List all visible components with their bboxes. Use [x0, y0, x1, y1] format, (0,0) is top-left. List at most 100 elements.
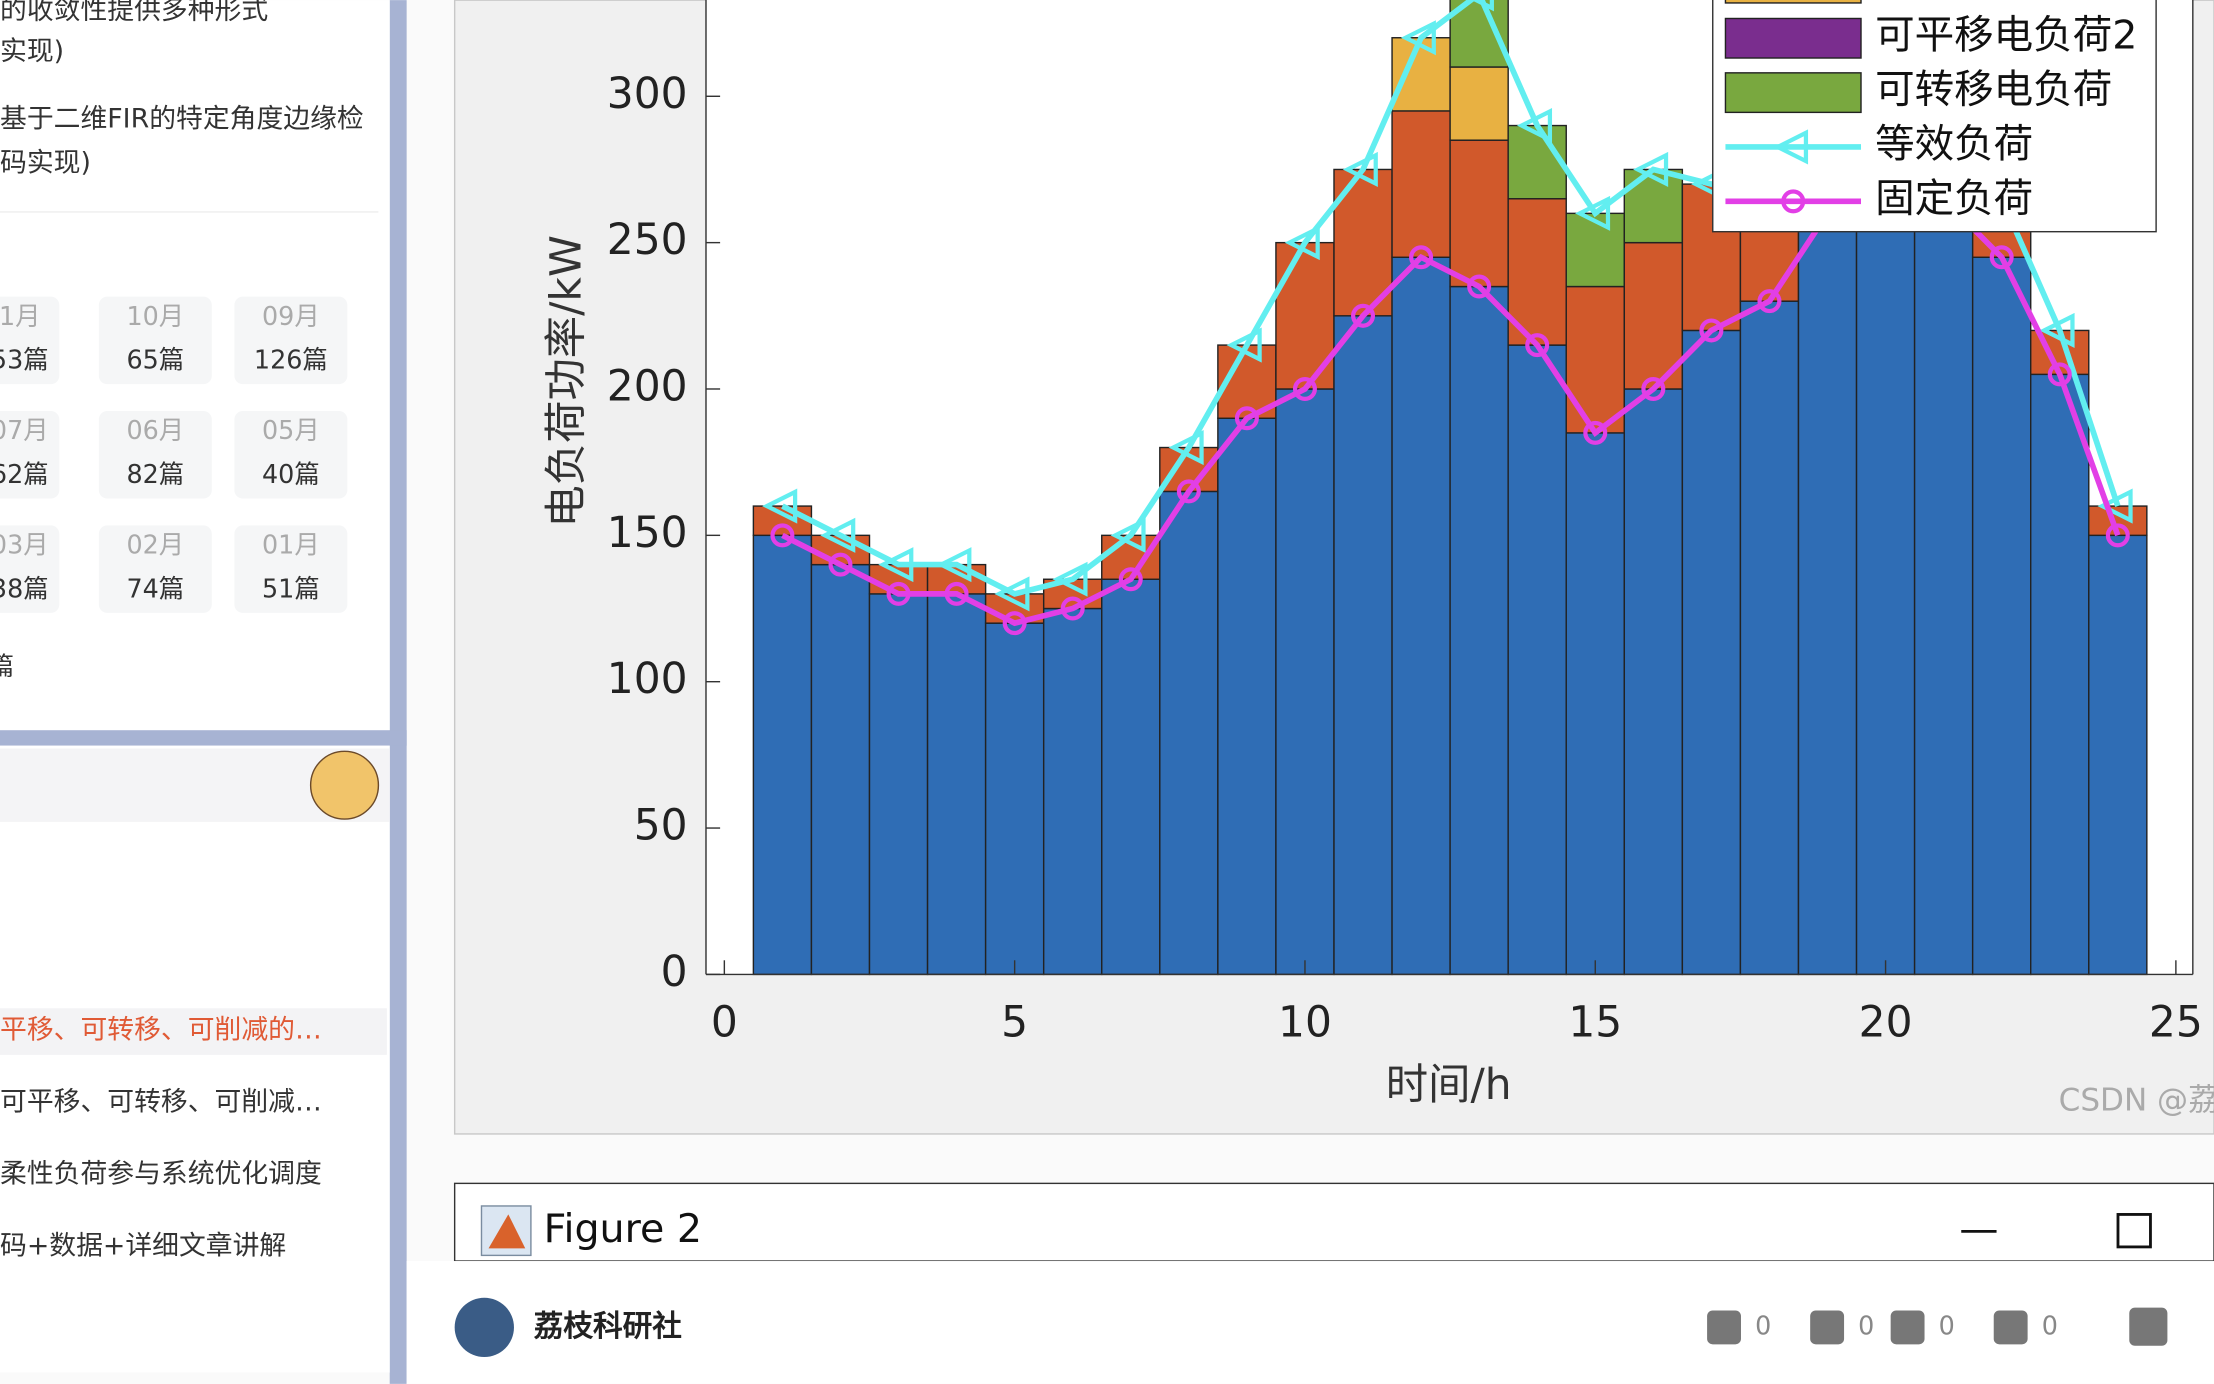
archive-month[interactable]: 02月 — [126, 530, 184, 560]
archive-month[interactable]: 06月 — [126, 415, 184, 445]
marker — [1516, 108, 1553, 144]
bar-segment — [1217, 417, 1277, 976]
bar-segment — [1391, 256, 1451, 976]
marker — [1002, 611, 1027, 636]
archive-chip[interactable] — [98, 296, 212, 385]
archive-count[interactable]: 40篇 — [262, 459, 320, 489]
bar-segment — [1391, 37, 1451, 112]
article-link[interactable]: 平移、可转移、可削减的… — [0, 1014, 322, 1045]
cat-icon — [309, 750, 380, 820]
figure2-window — [453, 1182, 2214, 1262]
archive-count[interactable]: 82篇 — [126, 459, 184, 489]
archive-month[interactable]: 01月 — [262, 530, 320, 560]
article-link[interactable]: 码+数据+详细文章讲解 — [0, 1230, 286, 1261]
archive-count[interactable]: 65篇 — [126, 345, 184, 375]
archive-count[interactable]: 53篇 — [0, 345, 49, 375]
archive-month[interactable]: 07月 — [0, 415, 49, 445]
archive-month[interactable]: 05月 — [262, 415, 320, 445]
archive-count[interactable]: 126篇 — [254, 345, 328, 375]
bar-segment — [2088, 534, 2148, 976]
marker — [828, 552, 853, 577]
marker — [994, 576, 1030, 612]
bar-segment — [2030, 373, 2090, 976]
legend-label: 固定负荷 — [1875, 176, 2033, 222]
marker — [1118, 567, 1143, 592]
marker — [1574, 195, 1611, 231]
y-tick-label: 50 — [634, 801, 688, 850]
bar-segment — [1971, 256, 2032, 976]
archive-chip[interactable] — [0, 525, 60, 613]
marker — [1409, 245, 1434, 270]
archive-chip[interactable] — [234, 411, 348, 499]
marker — [2039, 312, 2075, 348]
archive-chip[interactable] — [234, 525, 348, 613]
action-count[interactable]: 0 — [1858, 1310, 1874, 1340]
marker — [1292, 376, 1317, 401]
bar-segment — [1042, 607, 1103, 976]
action-count[interactable]: 0 — [1755, 1310, 1771, 1340]
legend-swatch — [1724, 72, 1862, 114]
archive-count[interactable]: 62篇 — [0, 459, 49, 489]
sidebar-text: 码实现) — [0, 147, 91, 178]
bar-segment — [1333, 315, 1393, 976]
action-count[interactable]: 0 — [1939, 1310, 1955, 1340]
marker — [1176, 479, 1201, 504]
marker — [762, 488, 798, 524]
marker — [1757, 289, 1782, 314]
bar-segment — [752, 534, 813, 976]
marker — [1234, 406, 1259, 431]
share-button[interactable] — [2129, 1307, 2168, 1346]
archive-chip[interactable] — [98, 411, 212, 499]
archive-count[interactable]: 38篇 — [0, 573, 49, 603]
action-icon[interactable] — [1993, 1310, 2028, 1345]
legend-marker — [1781, 189, 1806, 214]
archive-chip[interactable] — [0, 296, 60, 385]
archive-month[interactable]: 10月 — [126, 301, 184, 331]
bar-segment — [1449, 285, 1509, 976]
archive-month[interactable]: 09月 — [262, 301, 320, 331]
marker — [1284, 225, 1320, 261]
sidebar-text: 的收敛性提供多种形式 — [0, 0, 268, 26]
archive-chip[interactable] — [234, 296, 348, 385]
maximize-button[interactable] — [2116, 1213, 2152, 1249]
x-tick-label: 15 — [1568, 998, 1622, 1047]
watermark: CSDN @荔 — [2059, 1082, 2214, 1118]
action-icon[interactable] — [1707, 1310, 1741, 1345]
article-link[interactable]: 可平移、可转移、可削减… — [0, 1086, 322, 1117]
bar-segment — [1623, 241, 1684, 390]
divider — [0, 730, 407, 746]
marker — [1110, 517, 1146, 553]
archive-month[interactable]: 1月 — [0, 301, 41, 331]
x-tick-label: 10 — [1278, 998, 1332, 1047]
x-tick-label: 20 — [1859, 998, 1913, 1047]
y-tick-label: 100 — [607, 654, 688, 703]
marker — [1989, 245, 2014, 270]
y-tick-label: 200 — [607, 361, 688, 410]
archive-chip[interactable] — [0, 411, 60, 499]
plot: 0 50 100 150 200 250 300 0 5 10 15 20 25 可平移电负荷2 可转移电负… — [607, 0, 2203, 1047]
action-icon[interactable] — [1890, 1310, 1925, 1345]
archive-month[interactable]: 03月 — [0, 530, 49, 560]
marker — [1226, 327, 1262, 363]
author-name[interactable]: 荔枝科研社 — [534, 1308, 682, 1343]
action-count[interactable]: 0 — [2042, 1310, 2058, 1340]
bar-segment — [1565, 212, 1626, 288]
footer-actions: 0 0 0 0 — [1707, 1310, 2058, 1345]
bar-segment — [1449, 139, 1509, 288]
action-icon[interactable] — [1810, 1310, 1845, 1345]
marker — [1168, 429, 1204, 466]
sidebar-text: 基于二维FIR的特定角度边缘检 — [0, 104, 364, 135]
legend-label: 等效负荷 — [1875, 121, 2033, 167]
archive-chip[interactable] — [98, 525, 212, 613]
bar-segment — [810, 563, 871, 976]
avatar[interactable] — [454, 1297, 514, 1358]
marker — [886, 581, 911, 606]
archive-count[interactable]: 51篇 — [262, 573, 320, 603]
archive-count[interactable]: 74篇 — [126, 573, 184, 603]
y-tick-label: 150 — [607, 508, 688, 557]
sidebar-text: 实现) — [0, 36, 64, 67]
marker — [1400, 20, 1436, 56]
bar-segment — [1449, 66, 1509, 141]
bar-segment — [1565, 285, 1626, 434]
article-link[interactable]: 柔性负荷参与系统优化调度 — [0, 1158, 322, 1189]
